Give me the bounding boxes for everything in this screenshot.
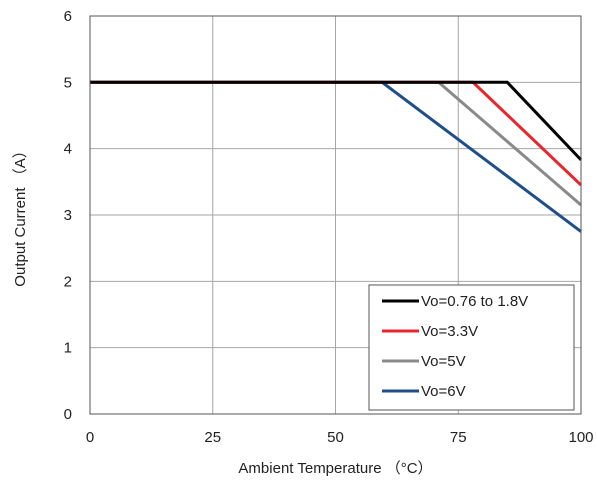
y-tick-label: 1 [64,340,72,357]
series-lines [90,80,583,233]
legend-label: Vo=5V [421,353,466,370]
x-tick-label: 0 [86,429,94,446]
legend-items: Vo=0.76 to 1.8V Vo=3.3V Vo=5V Vo=6V [382,293,528,400]
x-axis-label: Ambient Temperature （°C） [238,460,432,477]
y-tick-label: 5 [64,74,72,91]
plot-frame [89,15,582,415]
y-axis-label: Output Current （A） [12,143,29,286]
x-tick-label: 75 [450,429,467,446]
legend: Vo=0.76 to 1.8V Vo=3.3V Vo=5V Vo=6V [368,284,575,411]
y-tick-label: 4 [64,141,72,158]
x-tick-label: 50 [327,429,344,446]
legend-label: Vo=0.76 to 1.8V [421,293,528,310]
x-tick-label: 25 [204,429,221,446]
legend-box [368,284,575,411]
series-line-0 [90,80,583,161]
y-tick-label: 3 [64,207,72,224]
legend-label: Vo=6V [421,383,466,400]
y-tick-label: 2 [64,273,72,290]
tick-labels: 0 25 50 75 100 0 1 2 3 4 5 6 [64,8,594,446]
x-tick-label: 100 [568,429,593,446]
y-tick-label: 6 [64,8,72,25]
y-tick-label: 0 [64,406,72,423]
legend-label: Vo=3.3V [421,323,478,340]
